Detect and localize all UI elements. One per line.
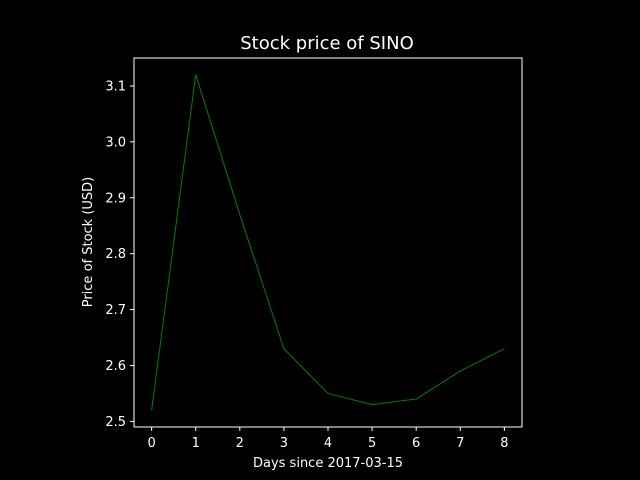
y-tick-label: 2.9 [105,191,126,206]
x-tick-label: 8 [500,436,508,451]
x-tick-label: 3 [280,436,288,451]
data-point [238,213,241,216]
chart-title: Stock price of SINO [240,33,414,54]
data-point [194,73,197,76]
plot-frame [133,57,523,428]
x-tick-label: 6 [412,436,420,451]
x-tick-label: 1 [192,436,200,451]
x-tick-label: 2 [236,436,244,451]
y-tick-label: 3.0 [105,135,126,150]
x-tick-label: 4 [324,436,332,451]
y-axis-label: Price of Stock (USD) [81,177,96,308]
y-tick-label: 2.6 [105,359,126,374]
data-point [282,347,285,350]
data-point [326,392,329,395]
series-layer [150,73,506,412]
y-tick-label: 2.5 [105,415,126,430]
x-tick-label: 7 [456,436,464,451]
x-axis: 0 1 2 3 4 5 6 7 8 [147,427,509,451]
y-tick-label: 3.1 [105,79,126,94]
data-point [459,369,462,372]
x-tick-label: 0 [147,436,155,451]
x-axis-label: Days since 2017-03-15 [253,456,403,471]
y-tick-label: 2.7 [105,303,126,318]
data-point [503,347,506,350]
series-line-0 [151,74,505,411]
y-tick-label: 2.8 [105,247,126,262]
y-axis: 2.5 2.6 2.7 2.8 2.9 3.0 3.1 [105,79,134,430]
data-point [370,403,373,406]
data-point [415,397,418,400]
x-tick-label: 5 [368,436,376,451]
data-point [150,409,153,412]
